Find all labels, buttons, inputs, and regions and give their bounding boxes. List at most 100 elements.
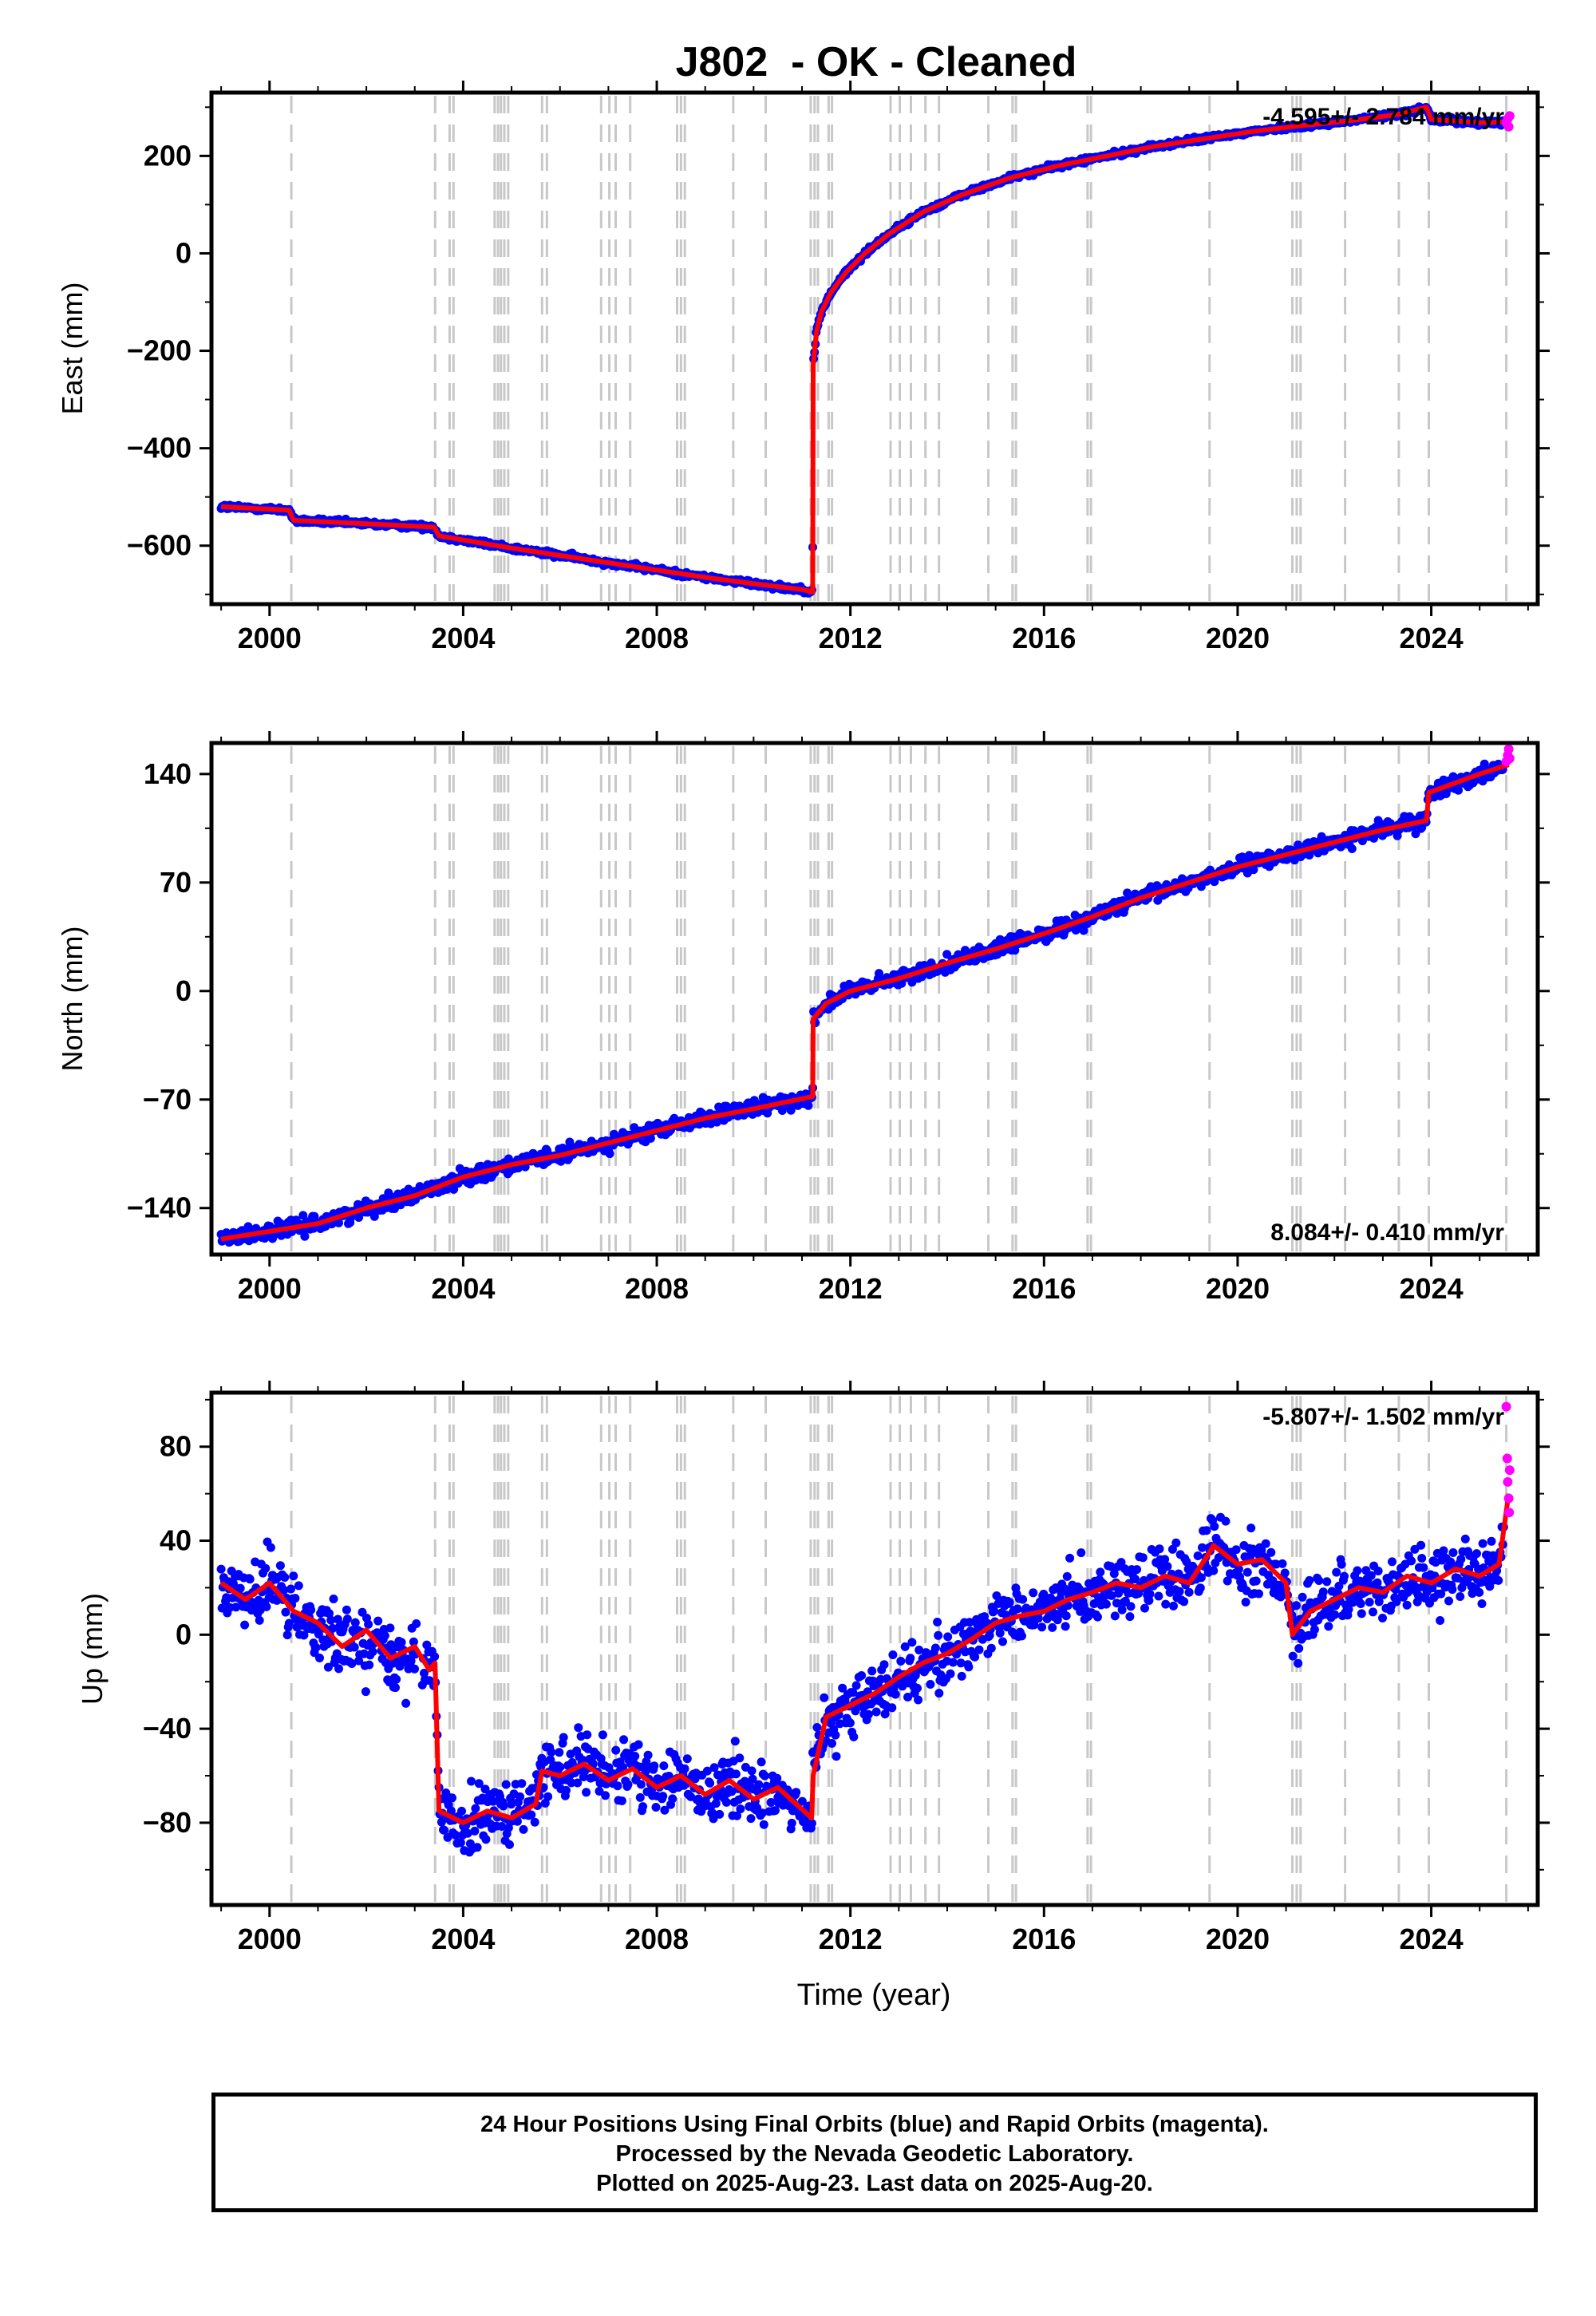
final-orbit-point — [261, 1563, 271, 1573]
final-orbit-point — [906, 1654, 915, 1663]
final-orbit-point — [350, 1642, 359, 1652]
final-orbit-point — [397, 1638, 406, 1647]
y-tick-label: 40 — [160, 1524, 192, 1557]
final-orbit-point — [1138, 1553, 1148, 1563]
final-orbit-point — [1169, 1601, 1178, 1611]
final-orbit-point — [401, 1698, 411, 1708]
x-tick-label: 2008 — [625, 1272, 689, 1305]
final-orbit-point — [255, 1615, 264, 1625]
final-orbit-point — [659, 1761, 669, 1771]
final-orbit-point — [638, 1802, 648, 1812]
final-orbit-point — [787, 1818, 796, 1828]
final-orbit-point — [410, 1664, 419, 1674]
final-orbit-point — [974, 1645, 984, 1654]
final-orbit-point — [845, 1718, 855, 1728]
final-orbit-point — [1061, 1611, 1071, 1621]
final-orbit-point — [1246, 1524, 1256, 1533]
rapid-orbit-point — [1504, 753, 1515, 764]
y-tick-label: 0 — [176, 974, 192, 1007]
final-orbit-point — [365, 1660, 374, 1670]
final-orbit-point — [1388, 1557, 1396, 1567]
x-tick-label: 2008 — [625, 622, 689, 654]
final-orbit-point — [1439, 1546, 1448, 1555]
final-orbit-point — [1096, 1567, 1105, 1577]
final-orbit-point — [1340, 1571, 1349, 1581]
x-tick-label: 2012 — [819, 622, 883, 654]
final-orbit-point — [1454, 785, 1463, 795]
final-orbit-point — [1294, 1644, 1304, 1653]
final-orbit-point — [635, 1792, 645, 1802]
final-orbit-point — [1077, 1548, 1086, 1558]
final-orbit-point — [1065, 1553, 1075, 1563]
final-orbit-point — [311, 1642, 321, 1652]
final-orbit-point — [1330, 1610, 1339, 1619]
x-tick-label: 2016 — [1012, 622, 1076, 654]
final-orbit-point — [759, 1820, 768, 1829]
rapid-orbit-point — [1503, 744, 1514, 754]
y-tick-label: 80 — [160, 1430, 192, 1463]
final-orbit-point — [731, 1769, 741, 1779]
final-orbit-point — [430, 1652, 440, 1662]
final-orbit-point — [1013, 1604, 1022, 1614]
final-orbit-point — [946, 1669, 955, 1678]
final-orbit-point — [786, 1105, 796, 1115]
final-orbit-point — [1241, 1598, 1250, 1607]
y-tick-label: −70 — [143, 1083, 192, 1116]
final-orbit-point — [772, 1773, 782, 1783]
north-plot-frame — [209, 741, 1540, 1257]
final-orbit-point — [747, 1766, 757, 1776]
final-orbit-point — [1318, 1587, 1328, 1597]
east-panel: 2000 2004 2008 2012 2016 2020 20242000−200−400… — [56, 81, 1550, 654]
final-orbit-point — [746, 1814, 756, 1824]
x-tick-label: 2020 — [1206, 1923, 1270, 1955]
final-orbit-point — [266, 1543, 275, 1552]
up-panel: 2000 2004 2008 2012 2016 2020 202480400−40−80 … — [76, 1381, 1550, 1955]
final-orbit-point — [1117, 1605, 1127, 1614]
final-orbit-point — [1436, 1616, 1445, 1625]
final-orbit-point — [350, 1618, 360, 1627]
final-orbit-point — [831, 1730, 840, 1740]
final-orbit-point — [342, 1605, 351, 1614]
final-orbit-point — [832, 1752, 841, 1761]
final-orbit-point — [1353, 1566, 1362, 1575]
final-orbit-point — [412, 1619, 421, 1628]
final-orbit-point — [1132, 1565, 1142, 1575]
final-orbit-point — [1179, 1597, 1189, 1607]
final-orbit-point — [1161, 1599, 1171, 1609]
final-orbit-point — [891, 1690, 900, 1699]
final-orbit-point — [1184, 1587, 1194, 1597]
final-orbit-point — [361, 1687, 370, 1697]
final-orbit-point — [792, 1788, 801, 1797]
x-tick-label: 2004 — [431, 1923, 495, 1955]
final-orbit-point — [1357, 1609, 1366, 1618]
final-orbit-point — [1110, 1611, 1120, 1621]
final-orbit-point — [730, 1737, 740, 1746]
final-orbit-point — [306, 1605, 316, 1614]
north-rate-label: 8.084+/- 0.410 mm/yr — [1270, 1219, 1504, 1246]
y-tick-label: 0 — [176, 236, 192, 269]
final-orbit-point — [804, 1101, 813, 1110]
final-orbit-point — [555, 1762, 565, 1772]
final-orbit-point — [1369, 1607, 1377, 1617]
final-orbit-point — [329, 1595, 338, 1603]
final-orbit-point — [1018, 1595, 1028, 1604]
rapid-orbit-point — [1503, 121, 1514, 132]
final-orbit-point — [1202, 1526, 1211, 1535]
x-tick-label: 2016 — [1012, 1923, 1076, 1955]
final-orbit-point — [1298, 1592, 1307, 1602]
final-orbit-point — [1472, 1549, 1481, 1559]
final-orbit-point — [907, 1638, 917, 1647]
final-orbit-point — [583, 1730, 592, 1740]
final-orbit-point — [682, 1754, 692, 1764]
final-orbit-point — [617, 1796, 626, 1805]
final-orbit-point — [668, 1794, 678, 1804]
y-tick-label: −140 — [127, 1192, 192, 1224]
final-orbit-point — [680, 1764, 689, 1773]
final-orbit-point — [472, 1843, 482, 1852]
final-orbit-point — [1448, 1548, 1458, 1557]
final-orbit-point — [643, 1750, 653, 1760]
final-orbit-point — [1310, 1625, 1319, 1634]
final-orbit-point — [613, 1781, 622, 1791]
final-orbit-point — [913, 1683, 922, 1693]
final-orbit-point — [1417, 1554, 1427, 1563]
